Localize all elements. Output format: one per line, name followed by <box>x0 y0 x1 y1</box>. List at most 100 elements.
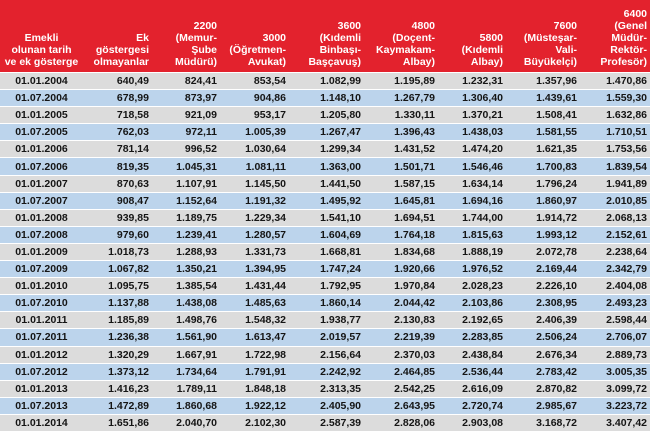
value-cell: 1.030,64 <box>220 140 289 158</box>
value-cell: 1.331,73 <box>220 242 289 261</box>
value-cell: 2.342,79 <box>580 260 650 278</box>
value-cell: 1.710,51 <box>580 123 650 141</box>
value-cell: 1.668,81 <box>289 242 364 261</box>
value-cell: 2.438,84 <box>438 345 506 364</box>
value-cell: 3.099,72 <box>580 379 650 398</box>
value-cell: 1.834,68 <box>364 242 438 261</box>
table-row: 01.07.2013 1.472,89 1.860,68 1.922,12 2.405,… <box>0 396 650 415</box>
value-cell: 2.019,57 <box>289 328 364 346</box>
value-cell: 1.470,86 <box>580 71 650 90</box>
date-cell: 01.07.2007 <box>0 191 83 210</box>
value-cell: 2.028,23 <box>438 277 506 295</box>
value-cell: 1.306,40 <box>438 89 506 107</box>
table-row: 01.01.2006 781,14 996,52 1.030,64 1.299,34 1.… <box>0 140 650 158</box>
table-row: 01.01.2011 1.185,89 1.498,76 1.548,32 1.938,… <box>0 311 650 329</box>
value-cell: 1.753,56 <box>580 140 650 158</box>
column-header-3000: 3000 (Öğretmen- Avukat) <box>220 0 289 73</box>
value-cell: 1.189,75 <box>152 208 220 227</box>
value-cell: 921,09 <box>152 106 220 124</box>
date-cell: 01.07.2005 <box>0 123 83 141</box>
date-cell: 01.07.2008 <box>0 225 83 244</box>
value-cell: 1.152,64 <box>152 191 220 210</box>
value-cell: 1.559,30 <box>580 89 650 107</box>
value-cell: 1.363,00 <box>289 157 364 176</box>
value-cell: 1.632,86 <box>580 106 650 124</box>
value-cell: 2.283,85 <box>438 328 506 346</box>
value-cell: 1.860,14 <box>289 294 364 312</box>
value-cell: 1.373,12 <box>83 362 152 381</box>
table-row: 01.07.2010 1.137,88 1.438,08 1.485,63 1.860,… <box>0 294 650 312</box>
value-cell: 2.587,39 <box>289 413 364 431</box>
value-cell: 2.464,85 <box>364 362 438 381</box>
value-cell: 1.744,00 <box>438 208 506 227</box>
table-body: 01.01.2004 640,49 824,41 853,54 1.082,99 1.19… <box>0 71 650 431</box>
value-cell: 1.938,77 <box>289 311 364 329</box>
value-cell: 2.044,42 <box>364 294 438 312</box>
value-cell: 1.385,54 <box>152 277 220 295</box>
value-cell: 824,41 <box>152 71 220 90</box>
value-cell: 2.783,42 <box>506 362 580 381</box>
value-cell: 1.501,71 <box>364 157 438 176</box>
value-cell: 2.643,95 <box>364 396 438 415</box>
value-cell: 1.267,79 <box>364 89 438 107</box>
value-cell: 1.860,68 <box>152 396 220 415</box>
value-cell: 939,85 <box>83 208 152 227</box>
value-cell: 781,14 <box>83 140 152 158</box>
value-cell: 2.152,61 <box>580 225 650 244</box>
value-cell: 1.288,93 <box>152 242 220 261</box>
value-cell: 2.493,23 <box>580 294 650 312</box>
value-cell: 1.667,91 <box>152 345 220 364</box>
value-cell: 1.107,91 <box>152 174 220 193</box>
value-cell: 1.700,83 <box>506 157 580 176</box>
date-cell: 01.07.2010 <box>0 294 83 312</box>
value-cell: 2.506,24 <box>506 328 580 346</box>
date-cell: 01.07.2009 <box>0 260 83 278</box>
value-cell: 1.330,11 <box>364 106 438 124</box>
column-header-6400: 6400 (Genel Müdür- Rektör- Profesör) <box>580 0 650 73</box>
value-cell: 1.005,39 <box>220 123 289 141</box>
value-cell: 1.441,50 <box>289 174 364 193</box>
value-cell: 1.920,66 <box>364 260 438 278</box>
value-cell: 1.860,97 <box>506 191 580 210</box>
value-cell: 819,35 <box>83 157 152 176</box>
value-cell: 1.145,50 <box>220 174 289 193</box>
table-row: 01.07.2007 908,47 1.152,64 1.191,32 1.495,92… <box>0 191 650 210</box>
value-cell: 762,03 <box>83 123 152 141</box>
date-cell: 01.01.2008 <box>0 208 83 227</box>
value-cell: 979,60 <box>83 225 152 244</box>
table-row: 01.01.2012 1.320,29 1.667,91 1.722,98 2.156,… <box>0 345 650 364</box>
value-cell: 2.616,09 <box>438 379 506 398</box>
value-cell: 1.045,31 <box>152 157 220 176</box>
date-cell: 01.01.2011 <box>0 311 83 329</box>
value-cell: 1.621,35 <box>506 140 580 158</box>
table-row: 01.01.2010 1.095,75 1.385,54 1.431,44 1.792,… <box>0 277 650 295</box>
date-cell: 01.01.2007 <box>0 174 83 193</box>
value-cell: 1.232,31 <box>438 71 506 90</box>
value-cell: 2.542,25 <box>364 379 438 398</box>
column-header-5800: 5800 (Kıdemli Albay) <box>438 0 506 73</box>
value-cell: 1.941,89 <box>580 174 650 193</box>
value-cell: 1.922,12 <box>220 396 289 415</box>
value-cell: 1.280,57 <box>220 225 289 244</box>
value-cell: 972,11 <box>152 123 220 141</box>
value-cell: 908,47 <box>83 191 152 210</box>
value-cell: 2.130,83 <box>364 311 438 329</box>
date-cell: 01.01.2005 <box>0 106 83 124</box>
value-cell: 1.613,47 <box>220 328 289 346</box>
value-cell: 1.694,51 <box>364 208 438 227</box>
value-cell: 1.267,47 <box>289 123 364 141</box>
value-cell: 1.747,24 <box>289 260 364 278</box>
value-cell: 1.431,44 <box>220 277 289 295</box>
value-cell: 1.185,89 <box>83 311 152 329</box>
column-header-no-indicator: Ek göstergesi olmayanlar <box>83 0 152 73</box>
date-cell: 01.07.2012 <box>0 362 83 381</box>
table-row: 01.07.2009 1.067,82 1.350,21 1.394,95 1.747,… <box>0 260 650 278</box>
value-cell: 2.072,78 <box>506 242 580 261</box>
value-cell: 2.406,39 <box>506 311 580 329</box>
value-cell: 1.485,63 <box>220 294 289 312</box>
table-row: 01.07.2004 678,99 873,97 904,86 1.148,10 1.26… <box>0 89 650 107</box>
value-cell: 2.308,95 <box>506 294 580 312</box>
value-cell: 853,54 <box>220 71 289 90</box>
value-cell: 1.474,20 <box>438 140 506 158</box>
value-cell: 1.694,16 <box>438 191 506 210</box>
